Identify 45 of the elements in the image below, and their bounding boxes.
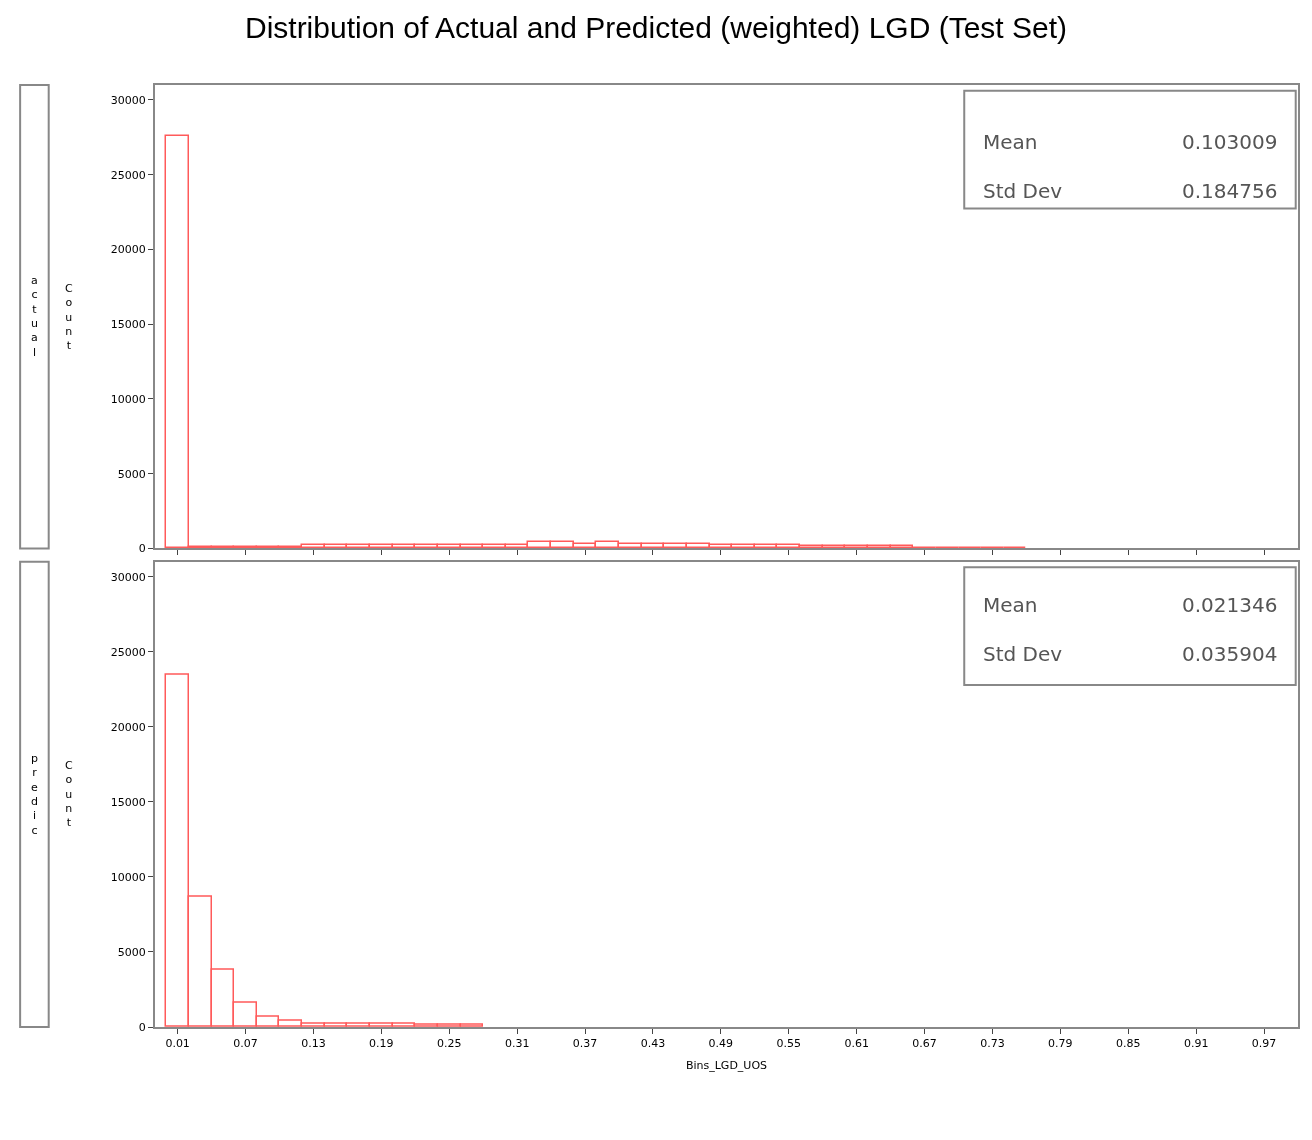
y-axis-title: Count — [65, 759, 73, 830]
annotation: 0.184756 — [1182, 179, 1278, 203]
y-tick-label: 30000 — [110, 93, 146, 107]
y-tick-label: 15000 — [110, 318, 146, 332]
y-tick-label: 25000 — [110, 168, 146, 182]
annotation: 0.035904 — [1182, 642, 1278, 666]
x-tick-label: 0.61 — [844, 1037, 869, 1051]
x-tick-label: 0.07 — [233, 1037, 258, 1051]
annotation: 0.103009 — [1182, 130, 1278, 154]
x-tick-label: 0.67 — [912, 1037, 937, 1051]
y-tick-label: 5000 — [117, 467, 146, 481]
x-tick-label: 0.13 — [301, 1037, 326, 1051]
annotation: Mean — [983, 593, 1038, 617]
x-tick-label: 0.37 — [572, 1037, 598, 1051]
y-tick-label: 25000 — [110, 645, 146, 659]
y-tick-label: 10000 — [110, 392, 146, 406]
y-tick-label: 20000 — [110, 243, 146, 257]
y-tick-label: 0 — [138, 542, 146, 556]
x-tick-label: 0.25 — [436, 1037, 462, 1051]
annotation: Std Dev — [983, 642, 1063, 666]
text: actual — [31, 274, 38, 359]
x-tick-label: 0.19 — [369, 1037, 394, 1051]
annotation: Std Dev — [983, 179, 1063, 203]
x-tick-label: 0.55 — [776, 1037, 801, 1051]
x-tick-label: 0.85 — [1116, 1037, 1141, 1051]
x-axis-title: Bins_LGD_UOS — [685, 1058, 768, 1072]
x-tick-label: 0.79 — [1048, 1037, 1073, 1051]
y-tick-label: 30000 — [110, 570, 146, 584]
x-tick-label: 0.73 — [980, 1037, 1005, 1051]
annotation: 0.021346 — [1182, 593, 1278, 617]
y-tick-label: 10000 — [110, 870, 146, 884]
x-tick-label: 0.43 — [640, 1037, 666, 1051]
x-tick-label: 0.91 — [1183, 1037, 1209, 1051]
y-axis-title: Count — [65, 282, 73, 353]
x-tick-label: 0.01 — [165, 1037, 190, 1051]
y-tick-label: 20000 — [110, 720, 146, 734]
y-tick-label: 15000 — [110, 795, 146, 809]
x-tick-label: 0.31 — [504, 1037, 530, 1051]
chart-title: Distribution of Actual and Predicted (weighted) LGD (Test Set) — [244, 11, 1068, 45]
text: predic — [31, 752, 39, 837]
y-tick-label: 0 — [138, 1020, 146, 1034]
x-tick-label: 0.49 — [708, 1037, 734, 1051]
annotation: Mean — [983, 130, 1038, 154]
y-tick-label: 5000 — [117, 945, 146, 959]
x-tick-label: 0.97 — [1251, 1037, 1277, 1051]
